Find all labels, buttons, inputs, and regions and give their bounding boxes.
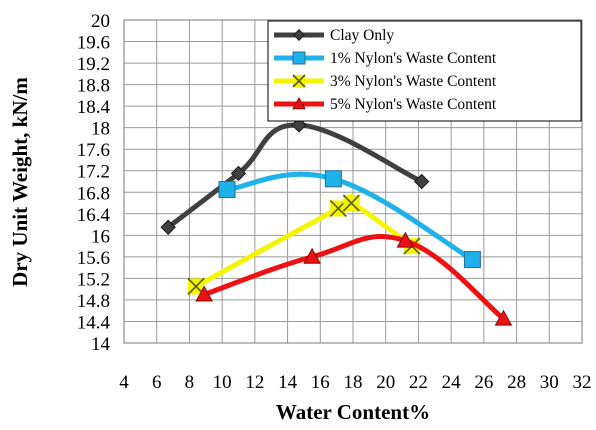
- legend: Clay Only 1% Nylon's Waste Content 3% Nylo…: [267, 20, 582, 122]
- series-0-point-3: [413, 173, 430, 190]
- x-tick-label-4: 12: [245, 372, 264, 393]
- plot-frame: [123, 19, 583, 344]
- series-1-point-0: [218, 181, 236, 199]
- y-tick-label-0: 14: [91, 334, 111, 355]
- y-tick-label-13: 19.2: [77, 54, 110, 75]
- y-tick-label-2: 14.8: [77, 291, 110, 312]
- y-tick-label-3: 15.2: [77, 269, 110, 290]
- series-0-point-0: [160, 219, 176, 235]
- series-2: [187, 194, 421, 296]
- series-2-line: [193, 194, 415, 289]
- series-1-point-1: [324, 170, 342, 188]
- legend-label-3: 5% Nylon's Waste Content: [330, 96, 497, 113]
- y-tick-label-14: 19.6: [77, 33, 110, 54]
- series-3-line: [201, 234, 506, 322]
- y-tick-label-7: 16.8: [77, 183, 110, 204]
- x-tick-label-6: 16: [311, 372, 330, 393]
- y-tick-label-6: 16.4: [77, 205, 111, 226]
- series-3-point-0: [195, 285, 213, 302]
- series-0: [160, 117, 430, 235]
- x-tick-label-12: 28: [507, 372, 526, 393]
- series-2-point-2-cross: [342, 194, 360, 212]
- x-tick-label-8: 20: [376, 372, 395, 393]
- series-2-point-2: [342, 194, 360, 212]
- legend-marker-1: [292, 51, 306, 65]
- y-tick-labels: 1414.414.815.215.61616.416.817.217.61818…: [77, 11, 111, 355]
- legend-label-0: Clay Only: [330, 27, 394, 44]
- series-0-line: [165, 122, 425, 230]
- y-axis-title: Dry Unit Weight, kN/m: [8, 77, 32, 287]
- legend-label-1: 1% Nylon's Waste Content: [330, 50, 497, 67]
- x-tick-label-2: 8: [185, 372, 195, 393]
- y-tick-label-9: 17.6: [77, 140, 110, 161]
- x-tick-label-10: 24: [442, 372, 462, 393]
- legend-marker-2-cross: [292, 74, 306, 88]
- legend-marker-0: [293, 29, 305, 41]
- x-tick-label-5: 14: [278, 372, 298, 393]
- y-tick-label-4: 15.6: [77, 248, 110, 269]
- x-axis-title: Water Content%: [276, 400, 430, 424]
- x-tick-label-14: 32: [573, 372, 592, 393]
- x-tick-label-7: 18: [344, 372, 363, 393]
- series-1: [218, 170, 481, 269]
- series-0-point-1: [230, 165, 247, 182]
- x-tick-label-11: 26: [474, 372, 493, 393]
- y-tick-label-1: 14.4: [77, 312, 111, 333]
- y-tick-label-15: 20: [91, 11, 110, 32]
- series-3-point-1: [303, 247, 321, 264]
- y-tick-label-10: 18: [91, 119, 110, 140]
- series-2-point-1: [329, 199, 347, 217]
- x-tick-label-9: 22: [409, 372, 428, 393]
- x-tick-label-0: 4: [119, 372, 129, 393]
- series-layer: [160, 117, 513, 326]
- x-tick-label-1: 6: [152, 372, 162, 393]
- y-tick-label-12: 18.8: [77, 76, 110, 97]
- legend-marker-2: [292, 74, 306, 88]
- legend-marker-3: [292, 96, 306, 110]
- x-tick-label-3: 10: [213, 372, 232, 393]
- y-tick-label-11: 18.4: [77, 97, 111, 118]
- y-tick-label-8: 17.2: [77, 162, 110, 183]
- series-1-point-2: [463, 251, 481, 269]
- y-tick-label-5: 16: [91, 226, 110, 247]
- series-3-point-2: [396, 231, 415, 248]
- x-tick-label-13: 30: [540, 372, 559, 393]
- legend-label-2: 3% Nylon's Waste Content: [330, 73, 497, 90]
- series-3-point-3: [494, 309, 513, 326]
- series-3: [195, 231, 513, 326]
- x-tick-labels: 4 6 8 10 12 14 16 18 20 22 24 26 28 30 32: [119, 372, 591, 393]
